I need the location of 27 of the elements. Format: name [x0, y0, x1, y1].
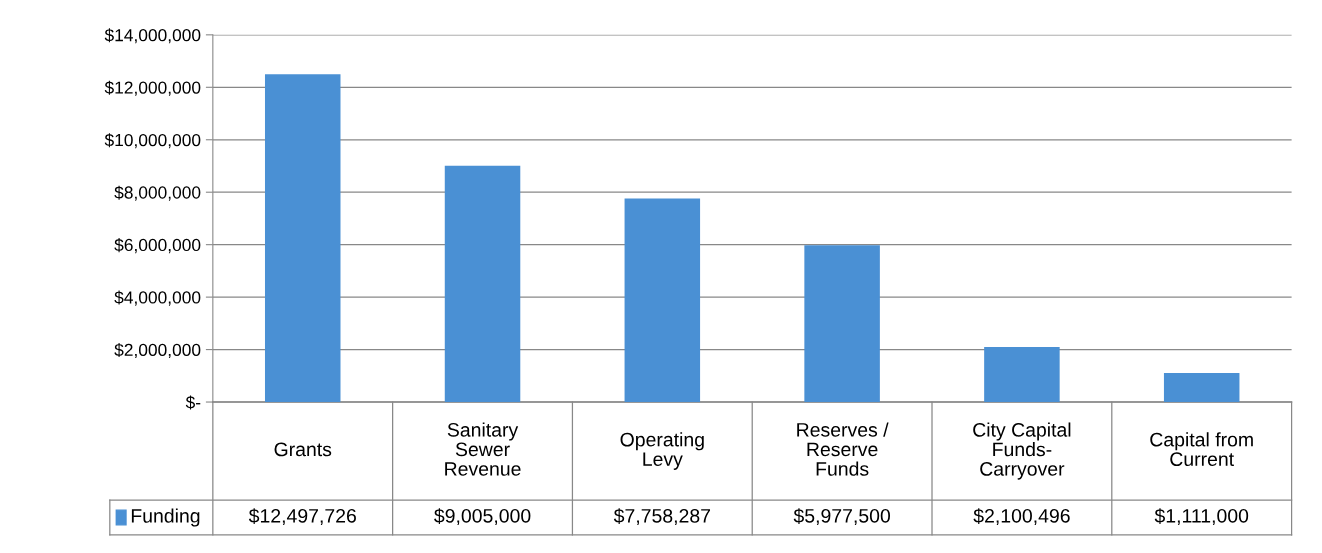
x-tick-label: City Capital Funds- Carryover: [973, 422, 1071, 480]
x-tick-label: Sanitary Sewer Revenue: [445, 422, 521, 476]
bar: [624, 198, 701, 403]
data-label: $12,497,726: [248, 508, 356, 526]
y-tick-label: $14,000,000: [104, 28, 201, 44]
bar: [1163, 372, 1240, 403]
data-label: $1,111,000: [1154, 508, 1249, 526]
bar: [984, 346, 1060, 403]
y-tick-label: $-: [185, 395, 201, 410]
y-tick-label: $2,000,000: [114, 343, 201, 359]
data-label: $2,100,496: [973, 508, 1070, 526]
y-tick-label: $12,000,000: [104, 80, 201, 96]
data-label: $9,005,000: [434, 508, 531, 526]
bar: [444, 165, 521, 403]
data-label: $7,758,287: [613, 508, 711, 526]
x-tick-label: Operating Levy: [620, 432, 704, 470]
bar: [264, 74, 341, 403]
x-tick-label: Capital from Current: [1150, 432, 1253, 467]
x-tick-label: Grants: [274, 442, 332, 457]
data-label: $5,977,500: [793, 508, 891, 526]
y-tick-label: $10,000,000: [104, 133, 201, 149]
y-tick-label: $8,000,000: [114, 185, 201, 201]
bar: [804, 245, 880, 403]
y-tick-label: $6,000,000: [114, 238, 201, 254]
y-tick-label: $4,000,000: [114, 290, 201, 306]
legend-label: Funding: [131, 508, 200, 527]
x-tick-label: Reserves / Reserve Funds: [797, 422, 889, 476]
